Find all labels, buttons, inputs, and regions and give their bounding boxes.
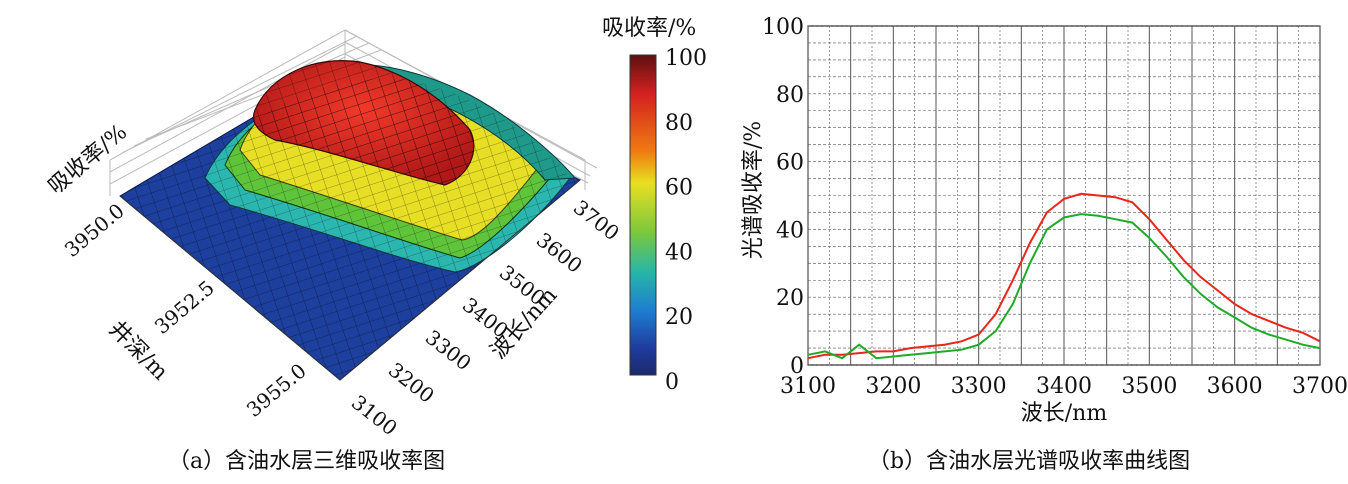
colorbar-title: 吸收率/%	[602, 16, 696, 41]
depth-tick-2: 3952.5	[150, 275, 219, 338]
colorbar-tick-0: 0	[665, 370, 679, 395]
y-tick-label: 20	[776, 286, 804, 311]
x-tick-label: 3500	[1121, 374, 1177, 399]
wave-tick-3300: 3300	[421, 325, 476, 375]
y-tick-label: 100	[762, 15, 804, 40]
x-tick-label: 3400	[1036, 374, 1092, 399]
caption-a: （a）含油水层三维吸收率图	[168, 449, 445, 474]
series	[807, 192, 1321, 360]
colorbar-gradient	[629, 54, 657, 376]
wave-tick-3100: 3100	[347, 390, 402, 440]
wave-tick-3700: 3700	[569, 195, 624, 245]
panel-b-line-chart: 3100 3200 3300 3400 3500 3600 3700 0 20 40 60 80 100…	[741, 15, 1348, 474]
wave-tick-3600: 3600	[532, 228, 587, 278]
y-tick-label: 0	[790, 354, 804, 379]
wave-tick-3200: 3200	[384, 358, 439, 408]
colorbar-tick-80: 80	[665, 111, 693, 136]
wave-axis-line	[339, 179, 581, 381]
x-tick-label: 3100	[780, 374, 836, 399]
x-tick-label: 3700	[1292, 374, 1348, 399]
x-axis-label: 波长/nm	[1021, 401, 1108, 426]
colorbar-tick-60: 60	[665, 176, 693, 201]
z-axis-label: 吸收率/%	[44, 120, 132, 200]
colorbar-tick-100: 100	[665, 46, 707, 71]
depth-tick-1: 3950.0	[60, 198, 129, 261]
x-tick-label: 3200	[865, 374, 921, 399]
colorbar-tick-40: 40	[665, 240, 693, 265]
x-tick-label: 3600	[1207, 374, 1263, 399]
series-line-2	[807, 213, 1321, 360]
panel-a-surface-plot: 吸收率/% 3950.0 3952.5 3955.0 井深/m 31003200…	[44, 16, 707, 474]
caption-b: （b）含油水层光谱吸收率曲线图	[868, 449, 1190, 474]
grid	[807, 25, 1321, 366]
colorbar: 吸收率/% 100 80 60 40 20 0	[602, 16, 707, 395]
axes: 3100 3200 3300 3400 3500 3600 3700 0 20 40 60 80 100	[762, 15, 1348, 399]
y-axis-label: 光谱吸收率/%	[741, 121, 766, 259]
y-tick-label: 80	[776, 83, 804, 108]
depth-axis-line	[119, 195, 341, 381]
y-tick-label: 40	[776, 218, 804, 243]
x-tick-label: 3300	[951, 374, 1007, 399]
series-line-1	[807, 192, 1321, 360]
y-tick-label: 60	[776, 151, 804, 176]
depth-tick-3: 3955.0	[242, 358, 311, 421]
colorbar-tick-20: 20	[665, 305, 693, 330]
